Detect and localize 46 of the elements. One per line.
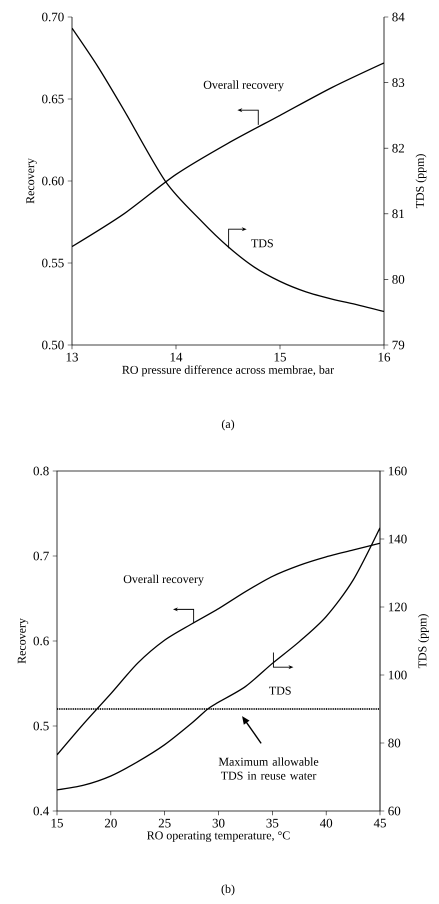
y2-tick-label: 84 xyxy=(392,12,405,22)
y-tick-label: 0.50 xyxy=(42,340,64,350)
y-tick-label: 0.70 xyxy=(42,12,64,22)
y-tick-label: 0.55 xyxy=(42,258,64,268)
x-tick-label: 35 xyxy=(266,818,278,828)
x-tick-label: 13 xyxy=(66,352,78,362)
x-axis-title: RO operating temperature, °C xyxy=(147,831,290,842)
x-tick-label: 20 xyxy=(104,818,117,828)
y-tick-label: 0.5 xyxy=(34,722,49,730)
x-tick-label: 45 xyxy=(374,818,386,828)
y2-tick-label: 140 xyxy=(388,534,407,544)
y2-tick-label: 81 xyxy=(392,209,404,218)
text: Overall recovery xyxy=(124,574,204,586)
x-tick-label: 16 xyxy=(378,352,390,362)
y2-tick-label: 100 xyxy=(388,670,407,680)
legend-label: TDS xyxy=(251,239,273,248)
x-tick-label: 15 xyxy=(52,818,63,828)
text: (b) xyxy=(222,884,234,896)
series-label: TDS xyxy=(269,686,291,695)
x-tick-label: 15 xyxy=(274,352,286,362)
y-tick-label: 0.8 xyxy=(34,466,49,476)
y2-axis-title: TDS (ppm) xyxy=(416,154,426,208)
y2-tick-label: 80 xyxy=(388,738,400,748)
y-axis-title: Recovery xyxy=(26,158,37,204)
y2-tick-label: 60 xyxy=(388,806,400,816)
series-label: Overall recovery xyxy=(204,80,284,92)
y-tick-label: 0.6 xyxy=(34,636,49,646)
x-tick-label: 40 xyxy=(320,818,332,828)
x-tick-label: 14 xyxy=(170,352,182,362)
y-tick-label: 0.60 xyxy=(42,176,64,186)
y2-tick-label: 79 xyxy=(392,340,404,350)
y2-axis-title: TDS (ppm) xyxy=(418,614,429,668)
y-tick-label: 0.4 xyxy=(34,806,50,816)
legend-label: Maximum allowable TDS in reuse water xyxy=(218,757,318,780)
y-tick-label: 0.65 xyxy=(42,94,64,104)
y2-tick-label: 120 xyxy=(388,602,407,612)
text: (a) xyxy=(222,420,234,430)
x-tick-label: 25 xyxy=(158,818,171,828)
x-tick-label: 30 xyxy=(212,818,224,828)
y-tick-label: 0.7 xyxy=(34,552,49,560)
y2-tick-label: 83 xyxy=(392,78,404,87)
y2-tick-label: 82 xyxy=(392,144,404,153)
y2-tick-label: 80 xyxy=(392,275,404,284)
x-axis-title: RO pressure difference across membrae, bar xyxy=(122,365,334,376)
y-axis-title: Recovery xyxy=(18,618,28,664)
y2-tick-label: 160 xyxy=(388,466,407,476)
